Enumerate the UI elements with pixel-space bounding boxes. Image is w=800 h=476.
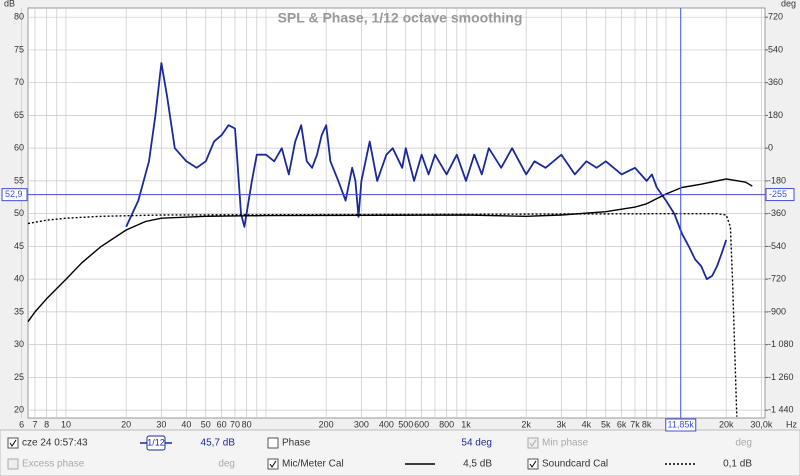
legend-label: Min phase bbox=[542, 438, 589, 449]
y-tick-label: 70 bbox=[14, 77, 24, 87]
y2-tick-label: 720 bbox=[768, 12, 783, 22]
y2-tick-label: -540 bbox=[768, 241, 786, 251]
x-tick-label: 8 bbox=[44, 419, 49, 429]
x-tick-label: 400 bbox=[379, 419, 394, 429]
cursor-y2-label: -255 bbox=[769, 189, 787, 199]
x-tick-label: 8k bbox=[642, 419, 652, 429]
y2-tick-label: -900 bbox=[768, 306, 786, 316]
legend-label: Mic/Meter Cal bbox=[282, 459, 344, 470]
checkbox[interactable] bbox=[7, 458, 19, 470]
y2-tick-label: -180 bbox=[768, 175, 786, 185]
checkbox[interactable] bbox=[527, 458, 539, 470]
readout: 54 deg bbox=[461, 438, 492, 449]
y-tick-label: 25 bbox=[14, 372, 24, 382]
legend-label: cze 24 0:57:43 bbox=[22, 438, 88, 449]
smoothing: 1/12 bbox=[147, 437, 165, 447]
readout: 4,5 dB bbox=[463, 459, 492, 470]
readout: deg bbox=[735, 438, 752, 449]
cursor-x-label: 11,85k bbox=[668, 419, 695, 429]
checkbox[interactable] bbox=[7, 437, 19, 449]
checkbox[interactable] bbox=[267, 458, 279, 470]
checkbox[interactable] bbox=[527, 437, 539, 449]
y-tick-label: 50 bbox=[14, 208, 24, 218]
x-tick-label: 70 bbox=[230, 419, 240, 429]
x-tick-label: 200 bbox=[319, 419, 334, 429]
readout: 0,1 dB bbox=[723, 459, 752, 470]
x-tick-label: 6 bbox=[19, 419, 24, 429]
x-tick-label: 30 bbox=[156, 419, 166, 429]
legend-label: Soundcard Cal bbox=[542, 459, 608, 470]
x-tick-label: 40 bbox=[181, 419, 191, 429]
x-unit: Hz bbox=[786, 419, 797, 429]
y2-tick-label: 360 bbox=[768, 77, 783, 87]
y-tick-label: 65 bbox=[14, 110, 24, 120]
series-line bbox=[27, 178, 753, 323]
x-tick-label: 7k bbox=[630, 419, 640, 429]
check bbox=[9, 439, 17, 447]
chart-title: SPL & Phase, 1/12 octave smoothing bbox=[278, 10, 523, 26]
readout: deg bbox=[218, 459, 235, 470]
y-tick-label: 60 bbox=[14, 143, 24, 153]
series-line bbox=[27, 213, 738, 417]
y2-tick-label: 0 bbox=[768, 143, 773, 153]
x-tick-label: 2k bbox=[521, 419, 531, 429]
checkbox[interactable] bbox=[267, 437, 279, 449]
cursor-label-box bbox=[765, 188, 795, 202]
x-tick-label: 5k bbox=[601, 419, 611, 429]
x-tick-label: 4k bbox=[582, 419, 592, 429]
x-tick-label: 600 bbox=[414, 419, 429, 429]
check bbox=[529, 439, 537, 447]
y2-unit: deg bbox=[781, 0, 796, 8]
x-tick-label: 60 bbox=[217, 419, 227, 429]
x-tick-label: 3k bbox=[557, 419, 567, 429]
x-tick-label: 1k bbox=[461, 419, 471, 429]
cursor-label-box bbox=[1, 188, 28, 202]
x-tick-label: 800 bbox=[439, 419, 454, 429]
smoothing-box[interactable] bbox=[146, 435, 166, 451]
check bbox=[269, 460, 277, 468]
x-tick-label: 30,0k bbox=[750, 419, 773, 429]
y2-tick-label: -1 080 bbox=[768, 339, 794, 349]
cursor-label-box bbox=[665, 418, 697, 432]
y2-tick-label: 180 bbox=[768, 110, 783, 120]
y-tick-label: 45 bbox=[14, 241, 24, 251]
cursor-y-label: 52,9 bbox=[5, 189, 23, 199]
y2-tick-label: -1 260 bbox=[768, 372, 794, 382]
x-tick-label: 500 bbox=[398, 419, 413, 429]
x-tick-label: 20k bbox=[719, 419, 734, 429]
y-unit: dB bbox=[4, 0, 15, 8]
y-tick-label: 40 bbox=[14, 274, 24, 284]
y-tick-label: 20 bbox=[14, 405, 24, 415]
x-tick-label: 7 bbox=[32, 419, 37, 429]
check bbox=[529, 460, 537, 468]
x-tick-label: 300 bbox=[354, 419, 369, 429]
y-tick-label: 30 bbox=[14, 339, 24, 349]
legend-panel bbox=[0, 429, 800, 476]
y-tick-label: 55 bbox=[14, 175, 24, 185]
x-tick-label: 20 bbox=[121, 419, 131, 429]
readout: 45,7 dB bbox=[201, 438, 236, 449]
x-tick-label: 6k bbox=[617, 419, 627, 429]
series-line bbox=[125, 62, 728, 281]
legend-label: Excess phase bbox=[22, 459, 85, 470]
y2-tick-label: -1 440 bbox=[768, 405, 794, 415]
y2-tick-label: -720 bbox=[768, 274, 786, 284]
y-tick-label: 80 bbox=[14, 12, 24, 22]
y-tick-label: 35 bbox=[14, 306, 24, 316]
x-tick-label: 10 bbox=[61, 419, 71, 429]
plot-area bbox=[27, 7, 766, 419]
x-tick-label: 80 bbox=[242, 419, 252, 429]
y-tick-label: 75 bbox=[14, 44, 24, 54]
x-tick-label: 50 bbox=[201, 419, 211, 429]
y2-tick-label: -360 bbox=[768, 208, 786, 218]
y2-tick-label: 540 bbox=[768, 44, 783, 54]
legend-label: Phase bbox=[282, 438, 311, 449]
